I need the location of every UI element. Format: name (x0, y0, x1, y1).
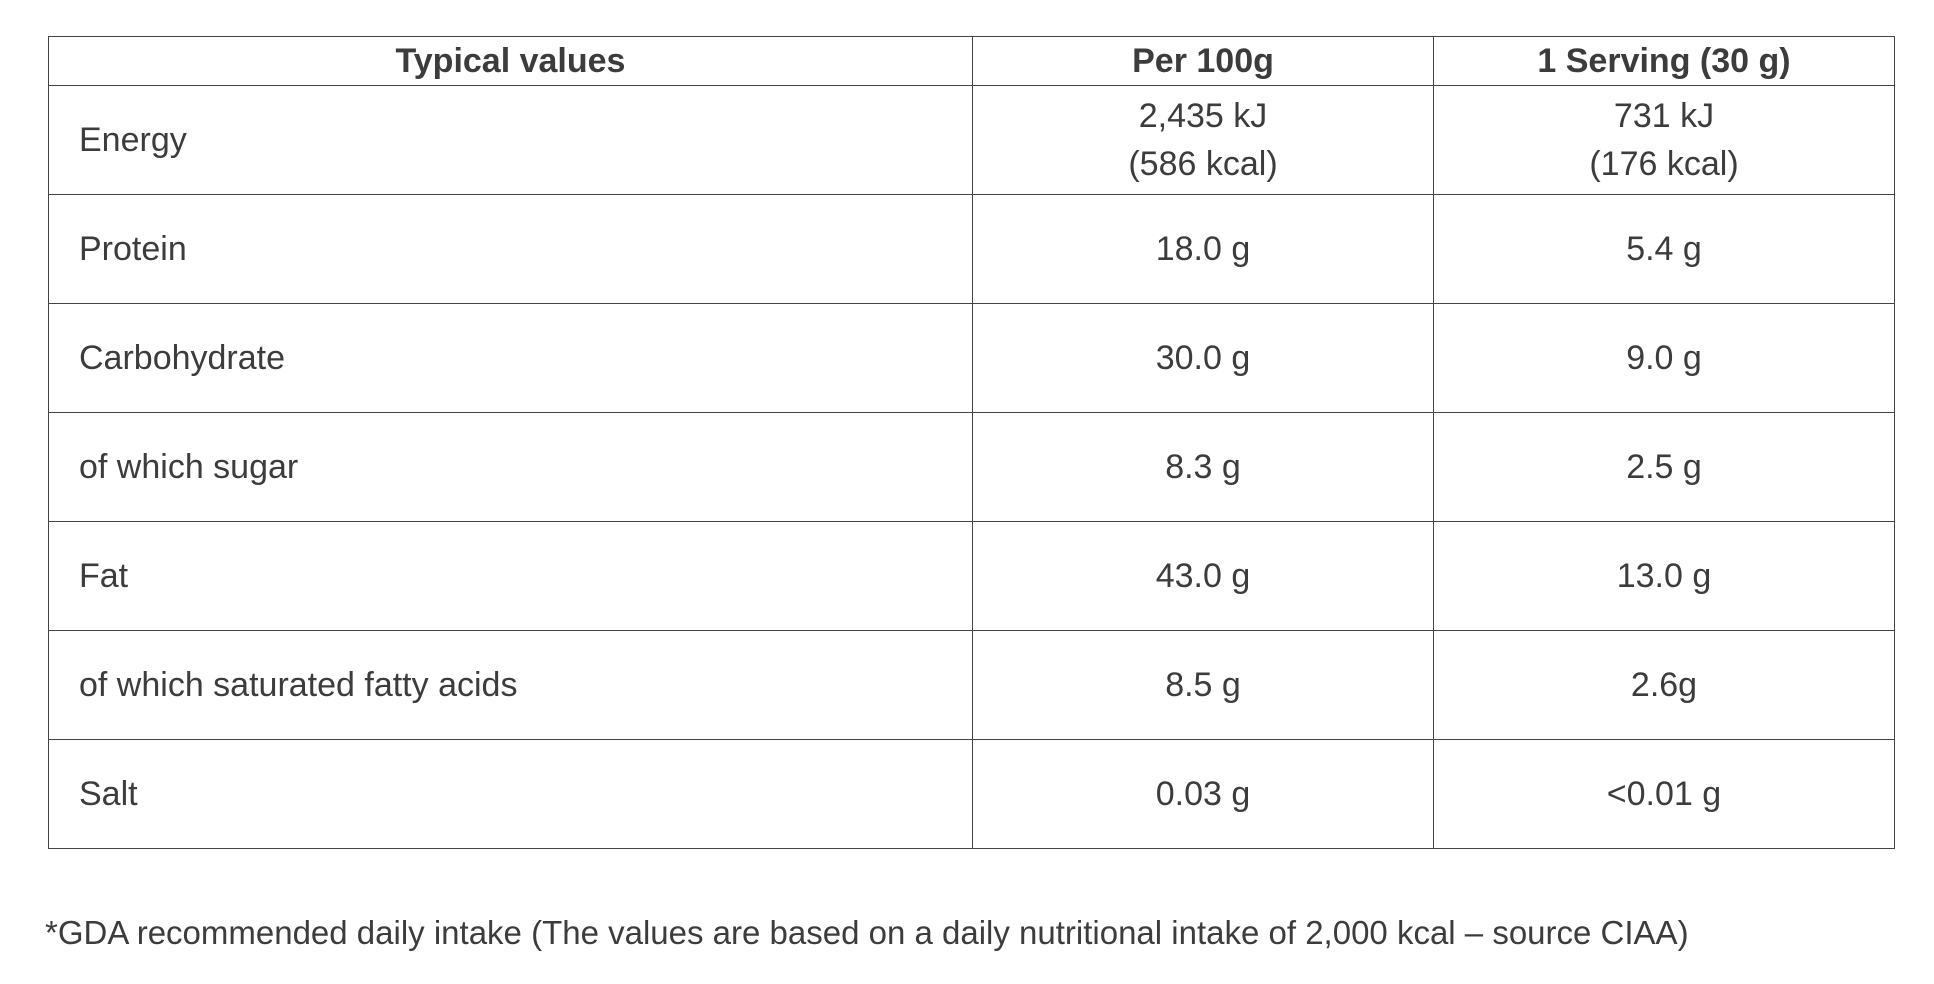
table-row: of which saturated fatty acids 8.5 g 2.6g (48, 630, 1895, 740)
row-label: of which sugar (48, 412, 973, 522)
value-cell: 2.5 g (1433, 412, 1895, 522)
value-cell: 18.0 g (972, 194, 1434, 304)
cell-line: (176 kcal) (1589, 145, 1739, 183)
value-cell: 8.3 g (972, 412, 1434, 522)
value-cell: 30.0 g (972, 303, 1434, 413)
table-body: Energy 2,435 kJ (586 kcal) 731 kJ (176 kcal)… (48, 85, 1895, 849)
table-row: Carbohydrate 30.0 g 9.0 g (48, 303, 1895, 413)
table-row: of which sugar 8.3 g 2.5 g (48, 412, 1895, 522)
value-cell: 2.6g (1433, 630, 1895, 740)
value-cell: 2,435 kJ (586 kcal) (972, 85, 1434, 195)
table-row: Energy 2,435 kJ (586 kcal) 731 kJ (176 kcal) (48, 85, 1895, 195)
header-cell: 1 Serving (30 g) (1433, 36, 1895, 86)
value-cell: <0.01 g (1433, 739, 1895, 849)
table-row: Fat 43.0 g 13.0 g (48, 521, 1895, 631)
table-row: Protein 18.0 g 5.4 g (48, 194, 1895, 304)
value-cell: 0.03 g (972, 739, 1434, 849)
row-label: Energy (48, 85, 973, 195)
cell-line: 731 kJ (1613, 97, 1715, 135)
row-label: Carbohydrate (48, 303, 973, 413)
header-cell: Per 100g (972, 36, 1434, 86)
header-row: Typical values Per 100g 1 Serving (30 g) (48, 36, 1895, 86)
table-row: Salt 0.03 g <0.01 g (48, 739, 1895, 849)
footnote: *GDA recommended daily intake (The value… (45, 914, 1689, 951)
value-cell: 43.0 g (972, 521, 1434, 631)
cell-line: 2,435 kJ (1138, 97, 1268, 135)
value-cell: 5.4 g (1433, 194, 1895, 304)
value-cell: 8.5 g (972, 630, 1434, 740)
value-cell: 731 kJ (176 kcal) (1433, 85, 1895, 195)
value-cell: 13.0 g (1433, 521, 1895, 631)
value-cell: 9.0 g (1433, 303, 1895, 413)
cell-line: (586 kcal) (1128, 145, 1278, 183)
nutrition-table: Typical values Per 100g 1 Serving (30 g) E… (48, 36, 1895, 849)
header-cell: Typical values (48, 36, 973, 86)
row-label: of which saturated fatty acids (48, 630, 973, 740)
row-label: Protein (48, 194, 973, 304)
row-label: Fat (48, 521, 973, 631)
row-label: Salt (48, 739, 973, 849)
